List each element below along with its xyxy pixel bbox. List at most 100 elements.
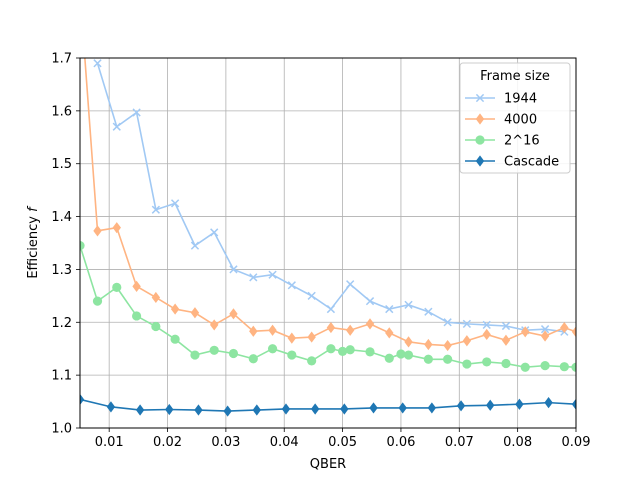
data-point [79,26,87,37]
legend-label: Cascade [504,155,559,170]
y-tick-label: 1.5 [51,157,72,172]
data-point [540,330,550,342]
data-point [340,403,349,415]
data-point [501,334,511,346]
x-tick-label: 0.04 [270,435,299,450]
legend-title: Frame size [480,69,550,84]
data-point [396,349,406,359]
data-point [462,335,472,347]
data-point [80,241,85,251]
data-point [132,280,141,292]
data-point [365,297,375,306]
data-point [210,319,219,331]
data-point [501,358,511,369]
data-point [268,270,277,279]
data-point [482,357,492,367]
data-point [456,400,466,412]
x-tick-label: 0.06 [386,435,415,450]
data-point [559,362,569,372]
y-axis-label-text: Efficiency [26,212,41,279]
data-point [307,356,317,366]
x-tick-label: 0.05 [328,435,357,450]
series-2^16 [80,241,576,372]
legend-box [459,62,571,174]
data-point [93,225,102,237]
data-point [307,331,316,343]
data-point [424,307,433,316]
data-point [346,280,355,289]
data-point [423,354,433,364]
data-point [229,265,238,274]
data-point [287,281,296,290]
legend: Frame size 1944 4000 2^16 Cascade [459,62,571,174]
y-axis-label: Efficiency f [26,205,41,279]
data-point [310,403,320,415]
data-point [482,320,491,330]
data-point [326,304,336,314]
data-point [267,344,278,354]
legend-item: Cascade [465,155,559,170]
series-Cascade [80,393,576,417]
data-point [443,318,452,327]
data-point [112,122,121,131]
data-point [443,339,452,352]
data-point [92,296,103,306]
y-tick-label: 1.7 [51,52,72,67]
x-tick-label: 0.07 [445,435,474,450]
data-point [281,403,291,415]
data-point [190,350,200,360]
data-point [229,308,238,320]
data-point [252,404,262,416]
data-point [462,319,472,329]
data-point [132,108,141,117]
data-point [170,334,180,344]
legend-items: 1944 4000 2^16 Cascade [465,92,559,170]
series-1944 [93,59,569,336]
data-point [194,404,203,416]
data-point [112,282,122,292]
data-point [106,401,116,413]
y-tick-label: 1.6 [51,104,72,119]
y-tick-label: 1.3 [51,263,72,278]
data-point [268,324,277,336]
series-line [80,398,576,412]
data-point [403,350,414,360]
legend-item: 1944 [465,92,537,107]
data-point [326,321,336,334]
x-tick-label: 0.08 [503,435,532,450]
data-point [398,402,407,414]
data-point [365,318,375,330]
data-point [486,399,495,411]
data-point [326,344,336,354]
data-point [228,348,239,359]
data-point [345,345,355,355]
data-point [135,404,145,416]
data-point [307,291,316,300]
data-point [501,321,511,331]
data-point [249,273,258,282]
data-point [170,303,180,315]
x-tick-label: 0.03 [211,435,240,450]
data-point [80,393,85,406]
data-point [170,199,180,208]
legend-marker [475,135,485,145]
data-point [540,325,550,334]
data-point [151,321,161,332]
y-tick-label: 1.2 [51,316,72,331]
data-point [151,205,160,214]
data-point [210,228,219,237]
data-point [521,326,530,338]
legend-item: 4000 [465,113,537,128]
y-tick-label: 1.1 [51,369,72,384]
data-point [132,311,142,321]
data-point [337,346,348,356]
legend-label: 2^16 [504,134,540,149]
data-point [462,359,472,369]
data-point [385,304,394,314]
data-point [560,321,569,334]
data-point [571,398,576,410]
legend-marker [475,155,485,167]
data-point [112,222,121,234]
